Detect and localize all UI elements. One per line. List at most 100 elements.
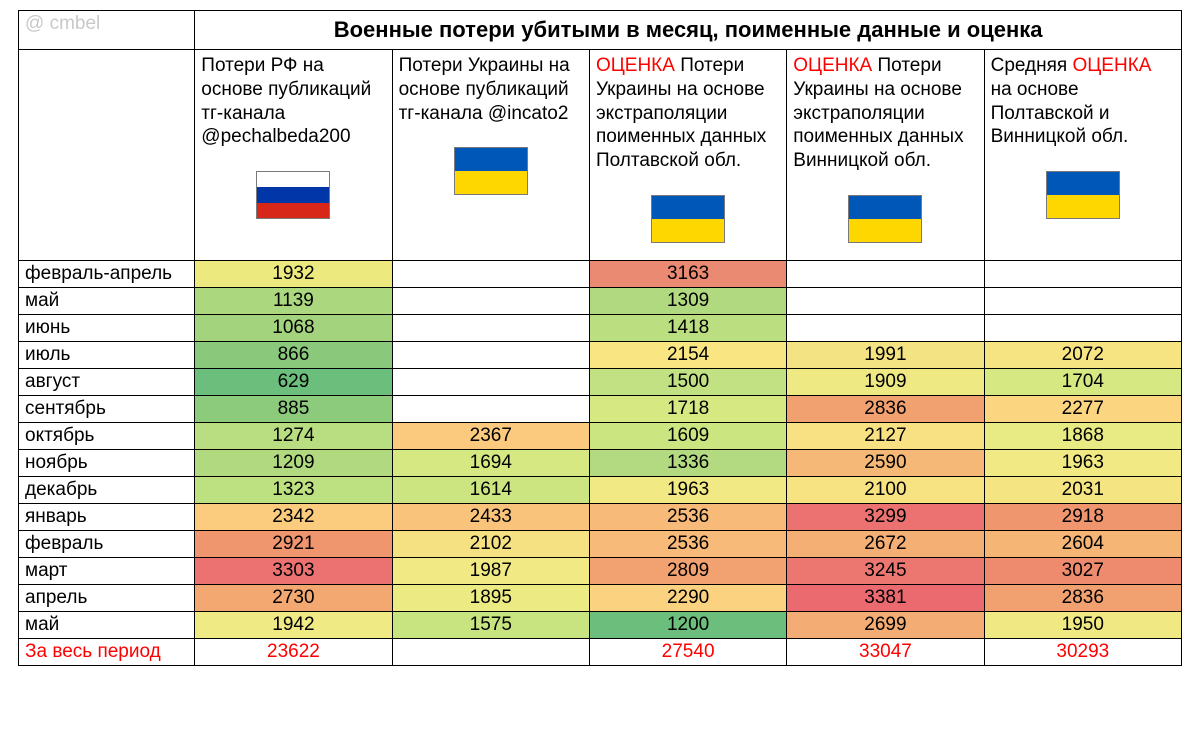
table-row: апрель27301895229033812836 [19,585,1182,612]
table-row: январь23422433253632992918 [19,504,1182,531]
data-cell: 1704 [984,369,1181,396]
flag-ukraine-icon [399,137,583,195]
data-cell: 3245 [787,558,984,585]
data-cell [392,369,589,396]
flag-ukraine-icon [991,161,1175,219]
data-cell: 1418 [589,315,786,342]
table-row: февраль-апрель19323163 [19,261,1182,288]
data-cell: 1274 [195,423,392,450]
data-cell: 885 [195,396,392,423]
data-cell [392,342,589,369]
data-cell: 1209 [195,450,392,477]
data-cell: 3303 [195,558,392,585]
data-cell: 1309 [589,288,786,315]
data-cell: 1694 [392,450,589,477]
data-cell: 2918 [984,504,1181,531]
data-cell: 2072 [984,342,1181,369]
table-row: май19421575120026991950 [19,612,1182,639]
column-header-text: Потери Украины на основе публикаций тг-к… [399,54,583,125]
data-cell [787,288,984,315]
table-row: декабрь13231614196321002031 [19,477,1182,504]
data-cell: 3163 [589,261,786,288]
data-cell: 3299 [787,504,984,531]
table-title: Военные потери убитыми в месяц, поименны… [195,11,1182,50]
data-cell: 1963 [589,477,786,504]
table-row: февраль29212102253626722604 [19,531,1182,558]
data-cell: 2127 [787,423,984,450]
total-cell [392,639,589,666]
data-cell: 3027 [984,558,1181,585]
row-label: июль [19,342,195,369]
data-cell: 2809 [589,558,786,585]
data-cell: 1932 [195,261,392,288]
flag-ukraine-icon [793,185,977,243]
data-cell: 2102 [392,531,589,558]
data-cell: 1950 [984,612,1181,639]
data-cell: 1336 [589,450,786,477]
data-cell: 1868 [984,423,1181,450]
column-header: ОЦЕНКА Потери Украины на основе экстрапо… [787,50,984,261]
data-cell: 2672 [787,531,984,558]
total-cell: 23622 [195,639,392,666]
losses-table: @ cmbel Военные потери убитыми в месяц, п… [18,10,1182,666]
column-header: Потери РФ на основе публикаций тг-канала… [195,50,392,261]
data-cell: 1139 [195,288,392,315]
row-label: январь [19,504,195,531]
row-label: сентябрь [19,396,195,423]
data-cell: 1718 [589,396,786,423]
table-row: ноябрь12091694133625901963 [19,450,1182,477]
data-cell [787,261,984,288]
data-cell: 1991 [787,342,984,369]
data-cell: 2699 [787,612,984,639]
data-cell: 1963 [984,450,1181,477]
data-cell: 2836 [984,585,1181,612]
table-row: сентябрь885 171828362277 [19,396,1182,423]
data-cell: 2342 [195,504,392,531]
row-label: май [19,612,195,639]
total-label: За весь период [19,639,195,666]
table-row: август629150019091704 [19,369,1182,396]
watermark-cell: @ cmbel [19,11,195,50]
data-cell [787,315,984,342]
row-label: май [19,288,195,315]
watermark: @ cmbel [25,13,100,34]
column-header: ОЦЕНКА Потери Украины на основе экстрапо… [589,50,786,261]
data-cell: 2031 [984,477,1181,504]
data-cell: 866 [195,342,392,369]
data-cell: 2536 [589,504,786,531]
column-header: Средняя ОЦЕНКА на основе Полтавской и Ви… [984,50,1181,261]
flag-russia-icon [201,161,385,219]
table-row: июнь10681418 [19,315,1182,342]
data-cell: 2604 [984,531,1181,558]
flag-ukraine-icon [596,185,780,243]
row-label: апрель [19,585,195,612]
total-row: За весь период23622275403304730293 [19,639,1182,666]
data-cell: 1609 [589,423,786,450]
table-row: май1139 1309 [19,288,1182,315]
row-label: октябрь [19,423,195,450]
data-cell: 629 [195,369,392,396]
column-header: Потери Украины на основе публикаций тг-к… [392,50,589,261]
data-cell: 1614 [392,477,589,504]
data-cell: 1942 [195,612,392,639]
total-cell: 30293 [984,639,1181,666]
data-cell: 2277 [984,396,1181,423]
data-cell [392,288,589,315]
table-row: октябрь12742367160921271868 [19,423,1182,450]
data-cell: 1323 [195,477,392,504]
data-cell: 2836 [787,396,984,423]
data-cell: 2921 [195,531,392,558]
data-cell [984,261,1181,288]
data-cell: 1895 [392,585,589,612]
data-cell: 1575 [392,612,589,639]
row-label: ноябрь [19,450,195,477]
row-label: июнь [19,315,195,342]
data-cell: 2367 [392,423,589,450]
row-label: декабрь [19,477,195,504]
data-cell: 2290 [589,585,786,612]
data-cell: 1909 [787,369,984,396]
total-cell: 27540 [589,639,786,666]
row-label: февраль [19,531,195,558]
table-row: март33031987280932453027 [19,558,1182,585]
data-cell [984,315,1181,342]
